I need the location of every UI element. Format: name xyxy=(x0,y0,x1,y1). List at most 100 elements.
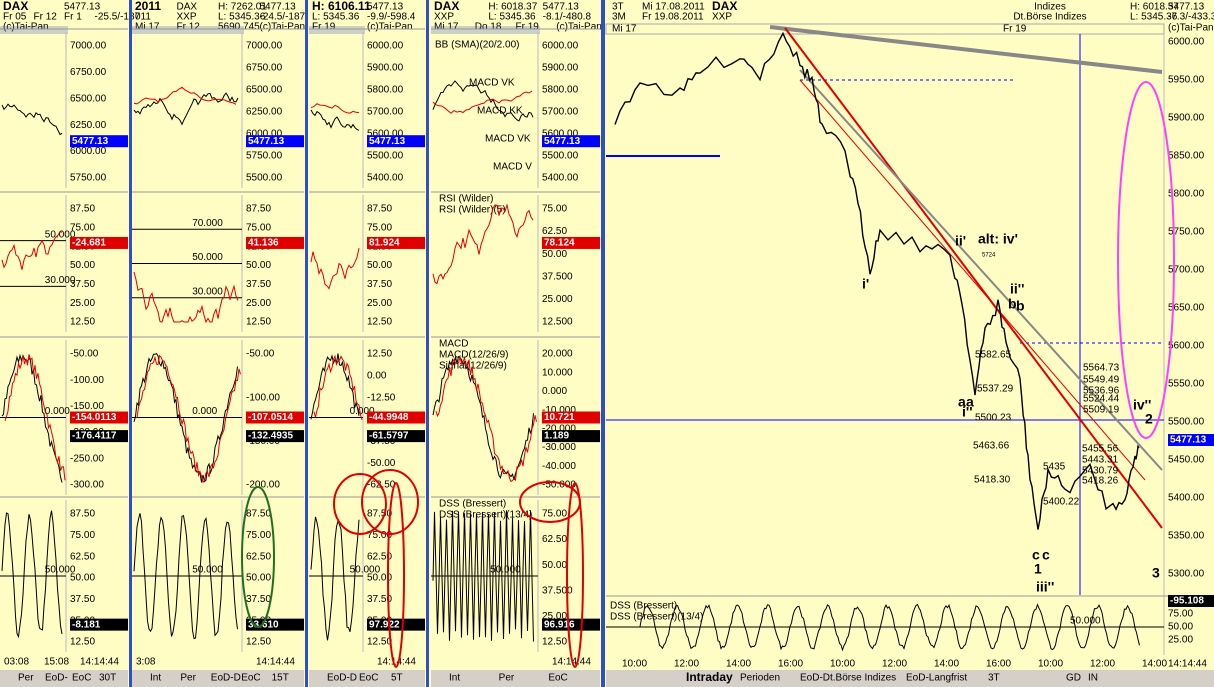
tab[interactable]: Intraday xyxy=(686,670,733,684)
wave-label: 2 xyxy=(1145,411,1153,427)
trend-line xyxy=(769,25,1163,74)
tab[interactable]: Perioden xyxy=(740,673,780,684)
price-label: 5564.73 xyxy=(1083,363,1120,374)
tab[interactable]: 3T xyxy=(988,673,1000,684)
value-marker: 5477.13 xyxy=(248,136,285,147)
price-line xyxy=(310,109,360,131)
tab[interactable]: Per xyxy=(18,673,34,684)
axis-label: 25.00 xyxy=(1168,635,1193,646)
axis-label: 5400.00 xyxy=(1168,493,1205,504)
oscillator-line xyxy=(435,355,537,483)
date-strip xyxy=(132,26,244,34)
header-text: DAX xyxy=(3,0,28,13)
level-label: 50.000 xyxy=(350,565,381,576)
time-label: 3:08 xyxy=(136,657,156,668)
value-marker: 5477.13 xyxy=(72,136,109,147)
tab[interactable]: Per xyxy=(180,673,196,684)
axis-label: 5300.00 xyxy=(1168,569,1205,580)
header-text: DAX xyxy=(712,0,737,13)
clock: 14:14:44 xyxy=(256,657,295,668)
axis-label: 5800.00 xyxy=(542,85,579,96)
axis-label: 6000.00 xyxy=(246,129,283,140)
axis-label: -20.000 xyxy=(542,423,576,434)
oscillator-line xyxy=(432,510,534,642)
header-text: -24.5/-187 xyxy=(260,12,306,23)
level-label: 30.000 xyxy=(45,275,76,286)
tab[interactable]: EoD-Dt.Börse Indizes xyxy=(800,673,896,684)
rsi-line xyxy=(432,203,534,285)
axis-label: 6000.00 xyxy=(1168,37,1205,48)
price-note: MACD VK xyxy=(485,134,531,145)
level-label: 30.000 xyxy=(192,286,223,297)
tab[interactable]: EoD-D xyxy=(327,673,357,684)
axis-label: 7000.00 xyxy=(246,41,283,52)
tab[interactable]: 15T xyxy=(272,673,289,684)
level-label: 50.000 xyxy=(45,565,76,576)
axis-label: 20.000 xyxy=(542,349,573,360)
axis-label: 5750.00 xyxy=(246,151,283,162)
date-label: Fr 19 xyxy=(1003,24,1027,35)
wave-label: c xyxy=(1032,547,1040,563)
axis-label: 25.00 xyxy=(367,298,392,309)
pane-title: DSS (Bressert) xyxy=(439,499,506,510)
tab[interactable]: EoD-Langfrist xyxy=(906,673,967,684)
tab[interactable]: 30T xyxy=(99,673,116,684)
header-text: H: 6106.11 xyxy=(312,0,371,13)
axis-label: -50.00 xyxy=(367,458,396,469)
axis-label: 87.50 xyxy=(367,509,392,520)
value-marker-box xyxy=(70,618,128,631)
axis-label: 6750.00 xyxy=(246,63,283,74)
axis-label: 6000.00 xyxy=(542,41,579,52)
rsi-line xyxy=(133,271,239,324)
tab[interactable]: Int xyxy=(449,673,460,684)
value-marker-box xyxy=(1168,595,1214,607)
wave-label: iii'' xyxy=(1036,579,1054,595)
annotation-ellipse xyxy=(1117,81,1175,439)
price-line xyxy=(1,103,63,136)
pane-title: RSI (Wilder)(5) xyxy=(439,205,506,216)
axis-label: 5600.00 xyxy=(542,129,579,140)
tab[interactable]: Int xyxy=(150,673,161,684)
price-line xyxy=(133,92,239,126)
axis-label: -50.000 xyxy=(542,480,576,491)
tab[interactable]: EoC xyxy=(241,673,260,684)
axis-label: 50.00 xyxy=(70,573,95,584)
tab[interactable]: EoC xyxy=(72,673,91,684)
axis-label: 10.000 xyxy=(542,367,573,378)
tab[interactable]: Per xyxy=(499,673,515,684)
wave-label: b xyxy=(1008,296,1017,312)
axis-label: 37.500 xyxy=(542,271,573,282)
axis-label: 5400.00 xyxy=(367,173,404,184)
wave-label: i' xyxy=(862,276,869,292)
axis-label: -250.00 xyxy=(70,453,104,464)
axis-label: 75.00 xyxy=(70,222,95,233)
axis-label: 75.00 xyxy=(246,530,271,541)
axis-label: 50.00 xyxy=(70,260,95,271)
axis-label: 12.50 xyxy=(542,637,567,648)
value-marker-box xyxy=(246,411,304,424)
tab[interactable]: EoD-D xyxy=(211,673,241,684)
wave-label: ii' xyxy=(955,233,966,249)
time-label: 16:00 xyxy=(778,659,803,670)
value-marker-box xyxy=(70,135,128,148)
tab[interactable]: 5T xyxy=(391,673,403,684)
wave-label: ii'' xyxy=(1010,281,1024,297)
tab[interactable]: IN xyxy=(1088,673,1098,684)
level-label: 0.000 xyxy=(192,406,217,417)
wave-label: a xyxy=(966,394,974,410)
clock: 14:14:44 xyxy=(377,657,416,668)
tab[interactable]: EoC xyxy=(359,673,378,684)
value-marker-box xyxy=(542,135,600,148)
annotation-ellipse xyxy=(241,486,275,628)
tab[interactable]: EoC xyxy=(548,673,567,684)
tab[interactable]: GD xyxy=(1066,673,1081,684)
axis-label: 87.50 xyxy=(367,204,392,215)
header-text: (c)Tai-Pan xyxy=(367,22,413,33)
price-line xyxy=(614,31,1140,530)
time-label: 16:00 xyxy=(986,659,1011,670)
date-strip xyxy=(431,26,540,34)
tab[interactable]: EoD- xyxy=(45,673,68,684)
tab-bar xyxy=(309,670,425,687)
value-marker-box xyxy=(542,430,600,443)
axis-label: 75.00 xyxy=(70,530,95,541)
